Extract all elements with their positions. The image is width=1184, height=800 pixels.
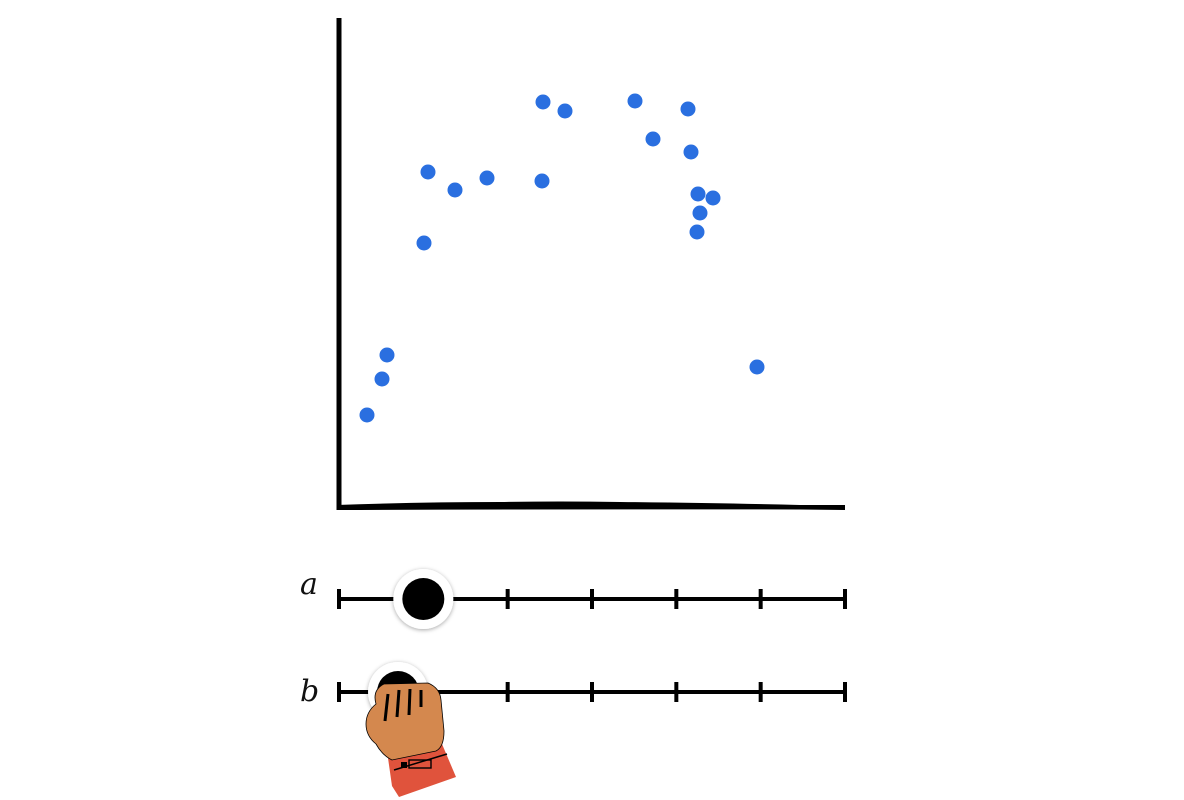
scatter-point bbox=[749, 359, 765, 375]
slider-a[interactable]: a bbox=[300, 567, 847, 629]
scatter-point bbox=[627, 93, 643, 109]
scatter-point bbox=[689, 224, 705, 240]
scatter-point bbox=[479, 170, 495, 186]
scatter-point bbox=[680, 101, 696, 117]
slider-b-label: b bbox=[300, 674, 319, 709]
slider-a-knob-dot[interactable] bbox=[402, 578, 445, 620]
scatter-point bbox=[447, 182, 463, 198]
scatter-point bbox=[645, 131, 661, 147]
scatter-point bbox=[379, 347, 395, 363]
plot-axes bbox=[336, 18, 845, 510]
scatter-point bbox=[535, 94, 551, 110]
scatter-point bbox=[374, 371, 390, 387]
slider-a-label: a bbox=[300, 567, 318, 602]
grabbing-hand-icon bbox=[365, 682, 456, 797]
scatter-point bbox=[690, 186, 706, 202]
scatter-point bbox=[705, 190, 721, 206]
scatter-point bbox=[557, 103, 573, 119]
scatter-points bbox=[359, 93, 765, 423]
scatter-point bbox=[416, 235, 432, 251]
scatter-point bbox=[359, 407, 375, 423]
scatter-point bbox=[420, 164, 436, 180]
x-axis bbox=[336, 501, 845, 510]
scatter-point bbox=[683, 144, 699, 160]
scatter-point bbox=[692, 205, 708, 221]
slider-a-knob[interactable] bbox=[393, 569, 454, 629]
hand-palm bbox=[365, 682, 445, 761]
scatter-point bbox=[534, 173, 550, 189]
